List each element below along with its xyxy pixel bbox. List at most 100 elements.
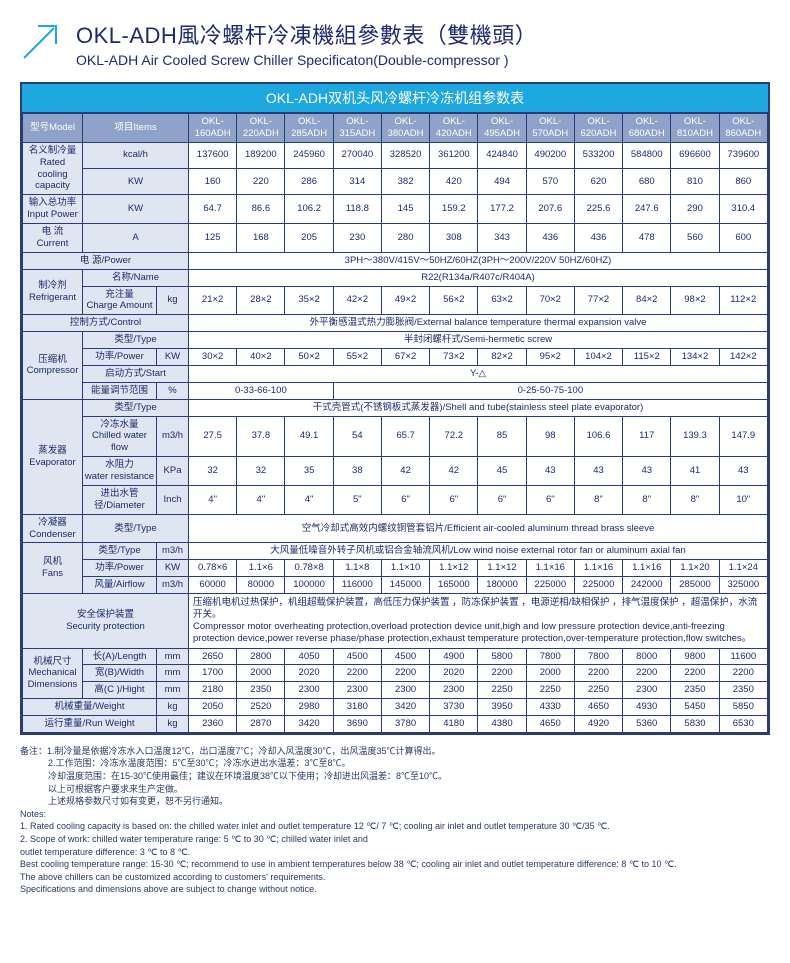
cond-label: 冷凝器Condenser [23,514,83,543]
cell: 600 [719,224,767,253]
input-row: 输入总功率Input PowerKW64.786.6106.2118.81451… [23,195,768,224]
evap-res-row: 水阻力water resistanceKPa323235384242454343… [23,457,768,486]
cell: 560 [671,224,719,253]
cell: 54 [333,416,381,457]
comp-cap1: 0-33-66-100 [189,382,334,399]
cell: 125 [189,224,237,253]
cell: 180000 [478,577,526,594]
evap-type-text: 干式壳管式(不锈钢板式蒸发器)/Shell and tube(stainless… [189,399,768,416]
cell: 2000 [237,665,285,682]
cell: 680 [623,169,671,195]
evap-flow-row: 冷冻水量Chilled water flowm3/h27.537.849.154… [23,416,768,457]
model-col: OKL-495ADH [478,114,526,143]
cell: 1.1×8 [333,560,381,577]
unit: mm [157,682,189,699]
cell: 72.2 [430,416,478,457]
cell: 382 [381,169,429,195]
cell: 4" [237,485,285,514]
note-en: Specifications and dimensions above are … [20,883,770,896]
model-col: OKL-860ADH [719,114,767,143]
cell: 5830 [671,716,719,733]
model-label: 型号Model [23,114,83,143]
cell: 310.4 [719,195,767,224]
unit: % [157,382,189,399]
note-cn: 上述规格参数尺寸如有变更，恕不另行通知。 [20,795,770,808]
cell: 95×2 [526,349,574,366]
cell: 1.1×12 [478,560,526,577]
cell: 4" [189,485,237,514]
unit: KW [83,195,189,224]
cell: 225000 [526,577,574,594]
cell: 1.1×12 [430,560,478,577]
cell: 584800 [623,142,671,168]
cond-type-label: 类型/Type [83,514,189,543]
cell: 739600 [719,142,767,168]
note-cn: 以上可根据客户要求来生产定做。 [20,783,770,796]
mech-len-row: 机械尺寸Mechanical Dimensions长(A)/Lengthmm26… [23,648,768,665]
note-cn: 2.工作范围：冷冻水温度范围：5℃至30℃；冷冻水进出水温差：3℃至8℃。 [20,757,770,770]
cell: 220 [237,169,285,195]
cell: 82×2 [478,349,526,366]
page-header: OKL-ADH風冷螺杆冷凍機組參數表（雙機頭） OKL-ADH Air Cool… [20,18,770,68]
cell: 142×2 [719,349,767,366]
cell: 2300 [285,682,333,699]
cell: 2360 [189,716,237,733]
cell: 3420 [285,716,333,733]
cell: 6" [478,485,526,514]
cell: 1.1×16 [526,560,574,577]
cell: 84×2 [623,286,671,315]
current-row: 电 流CurrentA12516820523028030834343643647… [23,224,768,253]
cell: 1.1×16 [574,560,622,577]
comp-cap2: 0-25-50-75-100 [333,382,767,399]
model-col: OKL-570ADH [526,114,574,143]
cell: 177.2 [478,195,526,224]
cell: 810 [671,169,719,195]
cell: 6" [381,485,429,514]
unit: m3/h [157,543,189,560]
comp-pw-row: 功率/PowerKW30×240×250×255×267×273×282×295… [23,349,768,366]
cell: 245960 [285,142,333,168]
cell: 4920 [574,716,622,733]
cell: 3180 [333,699,381,716]
cell: 86.6 [237,195,285,224]
comp-type-row: 压缩机Compressor类型/Type半封闭螺杆式/Semi-hermetic… [23,332,768,349]
rated-row: 名义制冷量Rated cooling capacitykcal/h1376001… [23,142,768,168]
cell: 5" [333,485,381,514]
cell: 0.78×8 [285,560,333,577]
sec-label: 安全保护装置Security protection [23,594,189,649]
cell: 6530 [719,716,767,733]
cell: 2300 [333,682,381,699]
fan-pw-label: 功率/Power [83,560,157,577]
cell: 7800 [526,648,574,665]
cell: 3780 [381,716,429,733]
cell: 2020 [285,665,333,682]
comp-type-label: 类型/Type [83,332,189,349]
unit: kcal/h [83,142,189,168]
note-en: outlet temperature difference: 3 ℃ to 8 … [20,846,770,859]
cell: 4180 [430,716,478,733]
cell: 3730 [430,699,478,716]
cell: 32 [237,457,285,486]
refrig-charge-row: 充注量Charge Amountkg21×228×235×242×249×256… [23,286,768,315]
run-weight-label: 运行重量/Run Weight [23,716,157,733]
mech-wid-row: 宽(B)/Widthmm1700200020202200220020202200… [23,665,768,682]
weight-row: 机械重量/Weightkg205025202980318034203730395… [23,699,768,716]
model-col: OKL-420ADH [430,114,478,143]
cell: 4930 [623,699,671,716]
cell: 436 [574,224,622,253]
cell: 2180 [189,682,237,699]
cell: 42 [381,457,429,486]
cell: 60000 [189,577,237,594]
evap-dia-label: 进出水管径/Diameter [83,485,157,514]
cell: 145 [381,195,429,224]
comp-start-row: 启动方式/StartY-△ [23,365,768,382]
cell: 2300 [623,682,671,699]
cell: 43 [574,457,622,486]
note-en: Notes: [20,808,770,821]
cell: 168 [237,224,285,253]
cell: 147.9 [719,416,767,457]
cell: 494 [478,169,526,195]
cell: 4500 [333,648,381,665]
rated-row-2: KW160220286314382420494570620680810860 [23,169,768,195]
cell: 314 [333,169,381,195]
